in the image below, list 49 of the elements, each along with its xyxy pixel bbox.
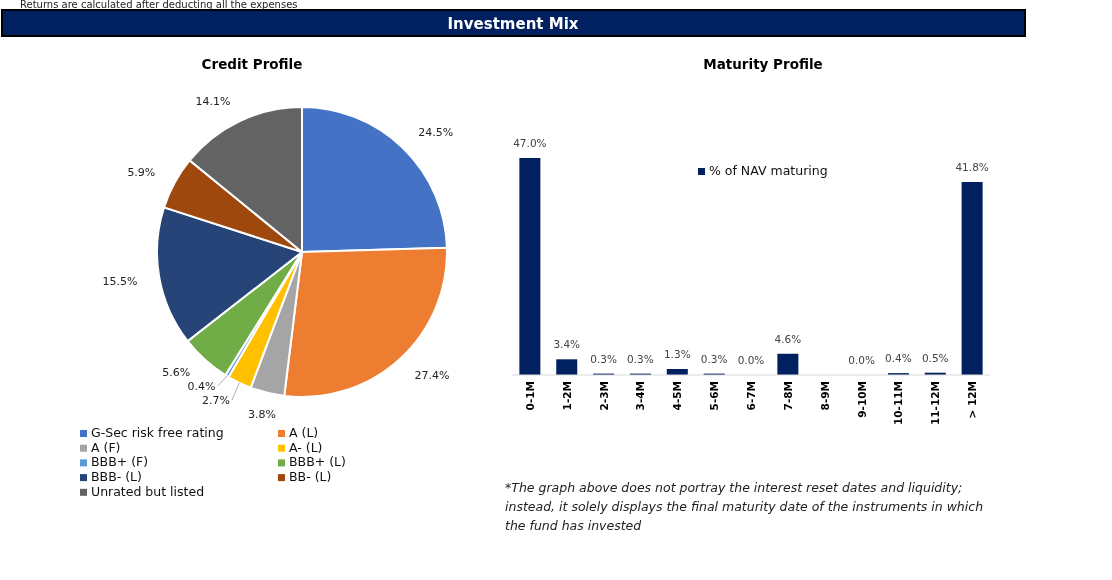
data-label: 0.3% xyxy=(590,352,617,365)
x-tick-label: 8-9M xyxy=(818,381,831,411)
legend-label: A- (L) xyxy=(289,439,323,455)
x-tick-label: 10-11M xyxy=(892,381,905,426)
data-label: 3.8% xyxy=(247,408,276,422)
x-tick-label: 9-10M xyxy=(855,381,868,418)
x-tick-label: 1-2M xyxy=(560,381,573,411)
data-label: 15.5% xyxy=(102,275,138,288)
x-tick-label: 11-12M xyxy=(929,381,942,426)
legend-label: BBB+ (L) xyxy=(289,454,346,470)
data-label: 0.4% xyxy=(885,352,912,365)
data-label: 0.3% xyxy=(700,352,728,365)
x-tick-label: 4-5M xyxy=(671,381,684,411)
data-label: 24.5% xyxy=(418,126,454,140)
chart-title: Credit Profile xyxy=(201,56,303,72)
x-tick-label: 6-7M xyxy=(745,381,757,411)
data-label: 41.8% xyxy=(955,161,989,174)
data-label: 5.6% xyxy=(162,366,191,380)
x-tick-label: 2-3M xyxy=(597,381,610,411)
legend-label: BBB+ (F) xyxy=(91,454,149,470)
legend-label: A (F) xyxy=(91,439,121,455)
x-tick-label: 7-8M xyxy=(781,381,794,411)
data-label: 27.4% xyxy=(414,369,450,383)
x-tick-label: > 12M xyxy=(966,381,979,419)
data-label: 0.0% xyxy=(848,354,875,366)
text: *The graph above does not portray the interest reset dates and liquidity; instead, it solely displays the final maturity date of the instruments in which the fund has invested xyxy=(505,480,984,533)
data-label: 0.3% xyxy=(627,352,654,365)
data-label: 0.4% xyxy=(187,380,216,394)
data-label: 5.9% xyxy=(127,166,156,180)
legend-label: A (L) xyxy=(289,425,319,440)
data-label: 4.6% xyxy=(774,332,802,345)
data-label: 0.5% xyxy=(921,351,949,364)
legend-label: % of NAV maturing xyxy=(709,163,828,178)
legend-label: G-Sec risk free rating xyxy=(91,425,224,440)
data-label: 47.0% xyxy=(513,137,547,149)
legend-label: BBB- (L) xyxy=(91,469,142,485)
x-tick-label: 0-1M xyxy=(523,381,536,411)
chart-title: Maturity Profile xyxy=(703,56,823,72)
legend-label: Unrated but listed xyxy=(91,483,205,499)
text: Returns are calculated after deducting all the expenses xyxy=(20,0,298,10)
data-label: 14.1% xyxy=(195,95,231,109)
data-label: 1.3% xyxy=(663,348,691,360)
x-tick-label: 5-6M xyxy=(708,381,721,411)
text: Investment Mix xyxy=(447,15,579,33)
legend-label: BB- (L) xyxy=(289,469,332,485)
data-label: 0.0% xyxy=(737,354,765,366)
data-label: 2.7% xyxy=(201,394,230,408)
x-tick-label: 3-4M xyxy=(634,381,647,411)
data-label: 3.4% xyxy=(553,338,581,351)
